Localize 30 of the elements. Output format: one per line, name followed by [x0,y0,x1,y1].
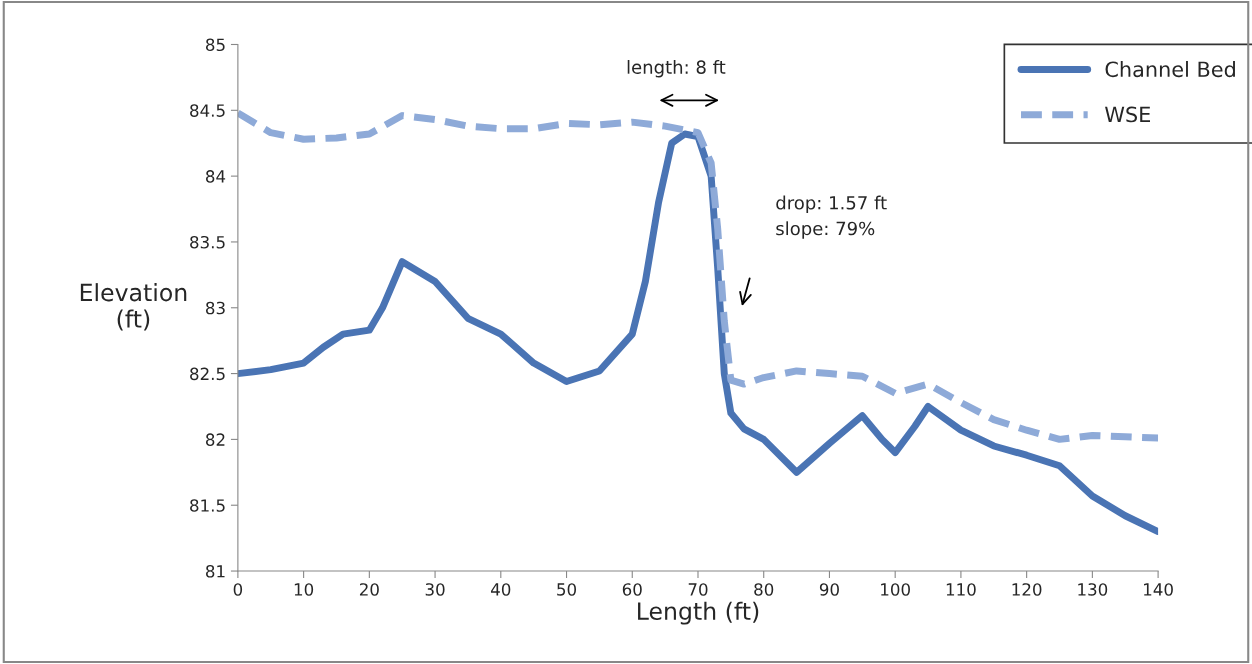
y-tick-label: 83 [206,301,225,315]
x-tick-label: 30 [425,583,445,596]
x-tick-label: 0 [233,583,243,596]
x-tick-label: 140 [1144,583,1173,596]
x-tick-label: 40 [491,583,511,596]
x-tick-label: 120 [1012,583,1042,596]
x-tick-label: 100 [881,583,910,596]
x-tick-label: 60 [622,583,642,596]
x-tick-label: 80 [754,583,774,596]
annotation: length: 8 ft [627,59,726,78]
y-tick-label: 81.5 [190,499,225,512]
x-tick-label: 110 [946,583,976,596]
y-tick-label: 84.5 [190,104,225,117]
x-tick-label: 20 [359,583,379,596]
x-tick-label: 90 [819,583,839,596]
x-tick-label: 10 [294,583,314,596]
y-tick-label: 81 [206,565,225,578]
x-tick-label: 70 [688,583,708,596]
x-tick-label: 130 [1078,583,1108,596]
x-axis-title: Length (ft) [638,601,759,625]
y-tick-label: 82 [206,433,225,446]
x-tick-label: 50 [557,583,577,596]
y-axis-title: Elevation (ft) [80,283,187,331]
annotation: drop: 1.57 ft slope: 79% [776,195,887,239]
y-tick-label: 82.5 [190,367,225,381]
legend-label: WSE [1105,106,1150,123]
y-tick-label: 85 [206,38,225,52]
y-tick-label: 83.5 [190,235,225,249]
legend-label: Channel Bed [1105,61,1235,78]
y-tick-label: 84 [206,170,226,183]
